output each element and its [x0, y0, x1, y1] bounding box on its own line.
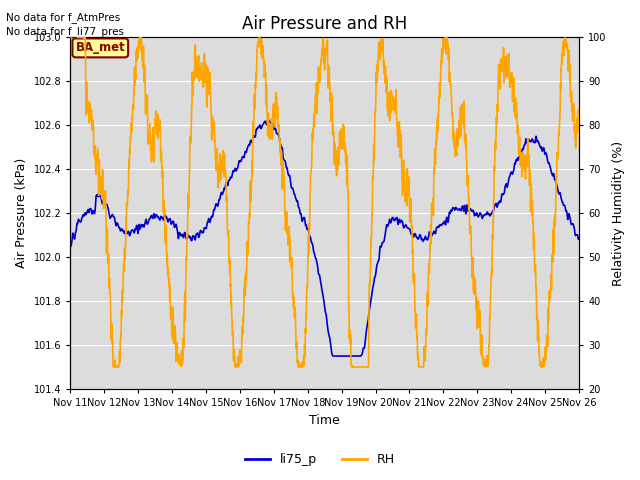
- Legend: li75_p, RH: li75_p, RH: [240, 448, 400, 471]
- X-axis label: Time: Time: [309, 414, 340, 427]
- Title: Air Pressure and RH: Air Pressure and RH: [242, 15, 407, 33]
- Y-axis label: Air Pressure (kPa): Air Pressure (kPa): [15, 158, 28, 268]
- Y-axis label: Relativity Humidity (%): Relativity Humidity (%): [612, 141, 625, 286]
- Text: No data for f_AtmPres: No data for f_AtmPres: [6, 12, 121, 23]
- Text: BA_met: BA_met: [76, 41, 125, 54]
- Text: No data for f_li77_pres: No data for f_li77_pres: [6, 26, 124, 37]
